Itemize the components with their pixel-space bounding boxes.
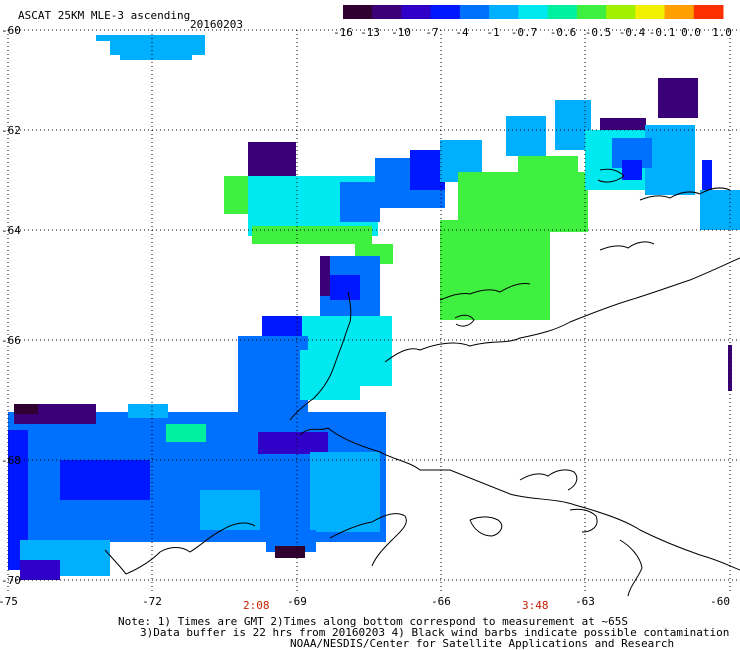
colorbar-label: -0.7 [511,26,538,39]
colorbar-swatch [547,5,578,19]
colorbar-swatch [459,5,490,19]
colorbar-swatch [664,5,695,19]
latitude-label: -66 [1,334,21,347]
time-label-1: 2:08 [243,599,270,612]
colorbar-label: -0.6 [550,26,577,39]
longitude-label: -66 [431,595,451,608]
data-cell [645,125,695,195]
colorbar-label: -0.1 [649,26,676,39]
data-cell [330,275,360,300]
data-cell [320,256,330,296]
latitude-label: -64 [1,224,21,237]
map-date: 20160203 [190,18,243,31]
colorbar-label: 0.0 [681,26,701,39]
data-cell [700,190,740,230]
map-title: ASCAT 25KM MLE-3 ascending [18,9,191,22]
colorbar-label: -13 [360,26,380,39]
longitude-label: -60 [710,595,730,608]
data-cell [622,160,642,180]
colorbar-swatch [343,5,373,19]
data-cell [728,345,732,391]
axis-labels: -60 -62 -64 -66 -68 -70 -75 -72 -69 -66 -63 -60 [0,24,730,608]
latitude-label: -70 [1,574,21,587]
coastline [104,168,740,597]
longitude-label: -63 [575,595,595,608]
colorbar-label: -0.4 [619,26,646,39]
footer-note-3: NOAA/NESDIS/Center for Satellite Applica… [290,637,675,650]
footer-note-1: Note: 1) Times are GMT 2)Times along bot… [118,615,628,628]
data-cell [166,424,206,442]
data-cell [128,404,168,418]
colorbar-swatch [430,5,461,19]
colorbar-swatch [606,5,636,19]
colorbar-label: -10 [391,26,411,39]
colorbar-swatch [372,5,402,19]
colorbar-swatch [489,5,519,19]
lat-lon-grid [7,29,740,592]
colorbar-labels: -16 -13 -10 -7 -4 -1 -0.7 -0.6 -0.5 -0.4 -0.1 0.0 1.… [333,26,732,39]
data-cell [258,432,328,454]
data-cell [340,182,380,222]
colorbar-label: 1.0 [712,26,732,39]
data-cell [702,160,712,200]
longitude-label: -72 [142,595,162,608]
time-label-2: 3:48 [522,599,549,612]
data-cell [238,336,308,426]
data-cell [96,35,114,41]
colorbar-label: -7 [425,26,438,39]
data-cell [506,116,546,156]
data-cell [658,78,698,118]
colorbar-swatch [693,5,724,19]
latitude-label: -62 [1,124,21,137]
footer-note-2: 3)Data buffer is 22 hrs from 20160203 4)… [140,626,730,639]
colorbar-swatch [635,5,666,19]
wind-data-cells [8,35,740,580]
data-cell [410,150,445,190]
longitude-label: -69 [287,595,307,608]
data-cell [8,430,28,570]
data-cell [518,156,578,186]
colorbar-swatches [343,5,724,19]
longitude-label: -75 [0,595,18,608]
data-cell [310,452,380,532]
data-cell [440,220,550,320]
colorbar-label: -16 [333,26,353,39]
colorbar: -16 -13 -10 -7 -4 -1 -0.7 -0.6 -0.5 -0.4 -0.1 0.0 1.… [333,5,732,39]
latitude-label: -60 [1,24,21,37]
colorbar-label: -0.5 [585,26,612,39]
colorbar-swatch [518,5,549,19]
colorbar-swatch [576,5,607,19]
latitude-label: -68 [1,454,21,467]
colorbar-swatch [401,5,432,19]
data-cell [110,35,205,55]
colorbar-label: -4 [455,26,469,39]
data-cell [120,52,192,60]
colorbar-label: -1 [486,26,499,39]
data-cell [252,226,372,244]
data-cell [20,560,60,580]
data-cell [60,460,150,500]
data-cell [275,546,305,558]
data-cell [248,142,296,178]
data-cell [14,404,38,414]
